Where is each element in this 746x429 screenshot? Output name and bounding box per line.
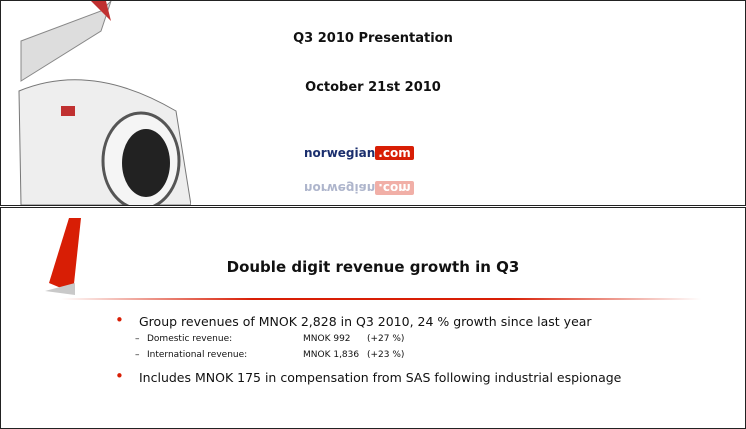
- bullet-text: Includes MNOK 175 in compensation from S…: [139, 370, 622, 385]
- logo-domain: .com: [375, 181, 414, 195]
- sub-list: Domestic revenue: MNOK 992 (+27 %) Internat…: [119, 334, 592, 366]
- content-slide: Double digit revenue growth in Q3 Group …: [0, 207, 746, 429]
- item-label: Domestic revenue:: [147, 334, 233, 344]
- item-change: (+23 %): [367, 350, 405, 360]
- item-change: (+27 %): [367, 334, 405, 344]
- bullet: Includes MNOK 175 in compensation from S…: [115, 367, 622, 385]
- item-value: MNOK 1,836: [303, 350, 360, 360]
- divider: [61, 298, 701, 300]
- bullet-text: Group revenues of MNOK 2,828 in Q3 2010,…: [139, 314, 592, 329]
- sub-item: Domestic revenue: MNOK 992 (+27 %): [135, 334, 592, 350]
- item-label: International revenue:: [147, 350, 248, 360]
- logo-name: norwegian: [304, 181, 376, 195]
- bullet: Group revenues of MNOK 2,828 in Q3 2010,…: [115, 311, 592, 366]
- item-value: MNOK 992: [303, 334, 351, 344]
- page: Q3 2010 Presentation October 21st 2010 n…: [0, 0, 746, 419]
- subtitle: October 21st 2010: [305, 80, 441, 95]
- title: Q3 2010 Presentation: [293, 31, 453, 46]
- logo-reflection: norwegian .com: [304, 181, 414, 195]
- slide-title: Double digit revenue growth in Q3: [226, 258, 520, 276]
- logo-domain: .com: [375, 146, 414, 160]
- engine-image: [18, 1, 191, 205]
- logo: norwegian .com: [304, 146, 414, 160]
- sub-item: International revenue: MNOK 1,836 (+23 %): [135, 350, 592, 366]
- logo-name: norwegian: [304, 146, 376, 160]
- tail-icon: [45, 218, 81, 295]
- title-slide: Q3 2010 Presentation October 21st 2010 n…: [0, 0, 746, 206]
